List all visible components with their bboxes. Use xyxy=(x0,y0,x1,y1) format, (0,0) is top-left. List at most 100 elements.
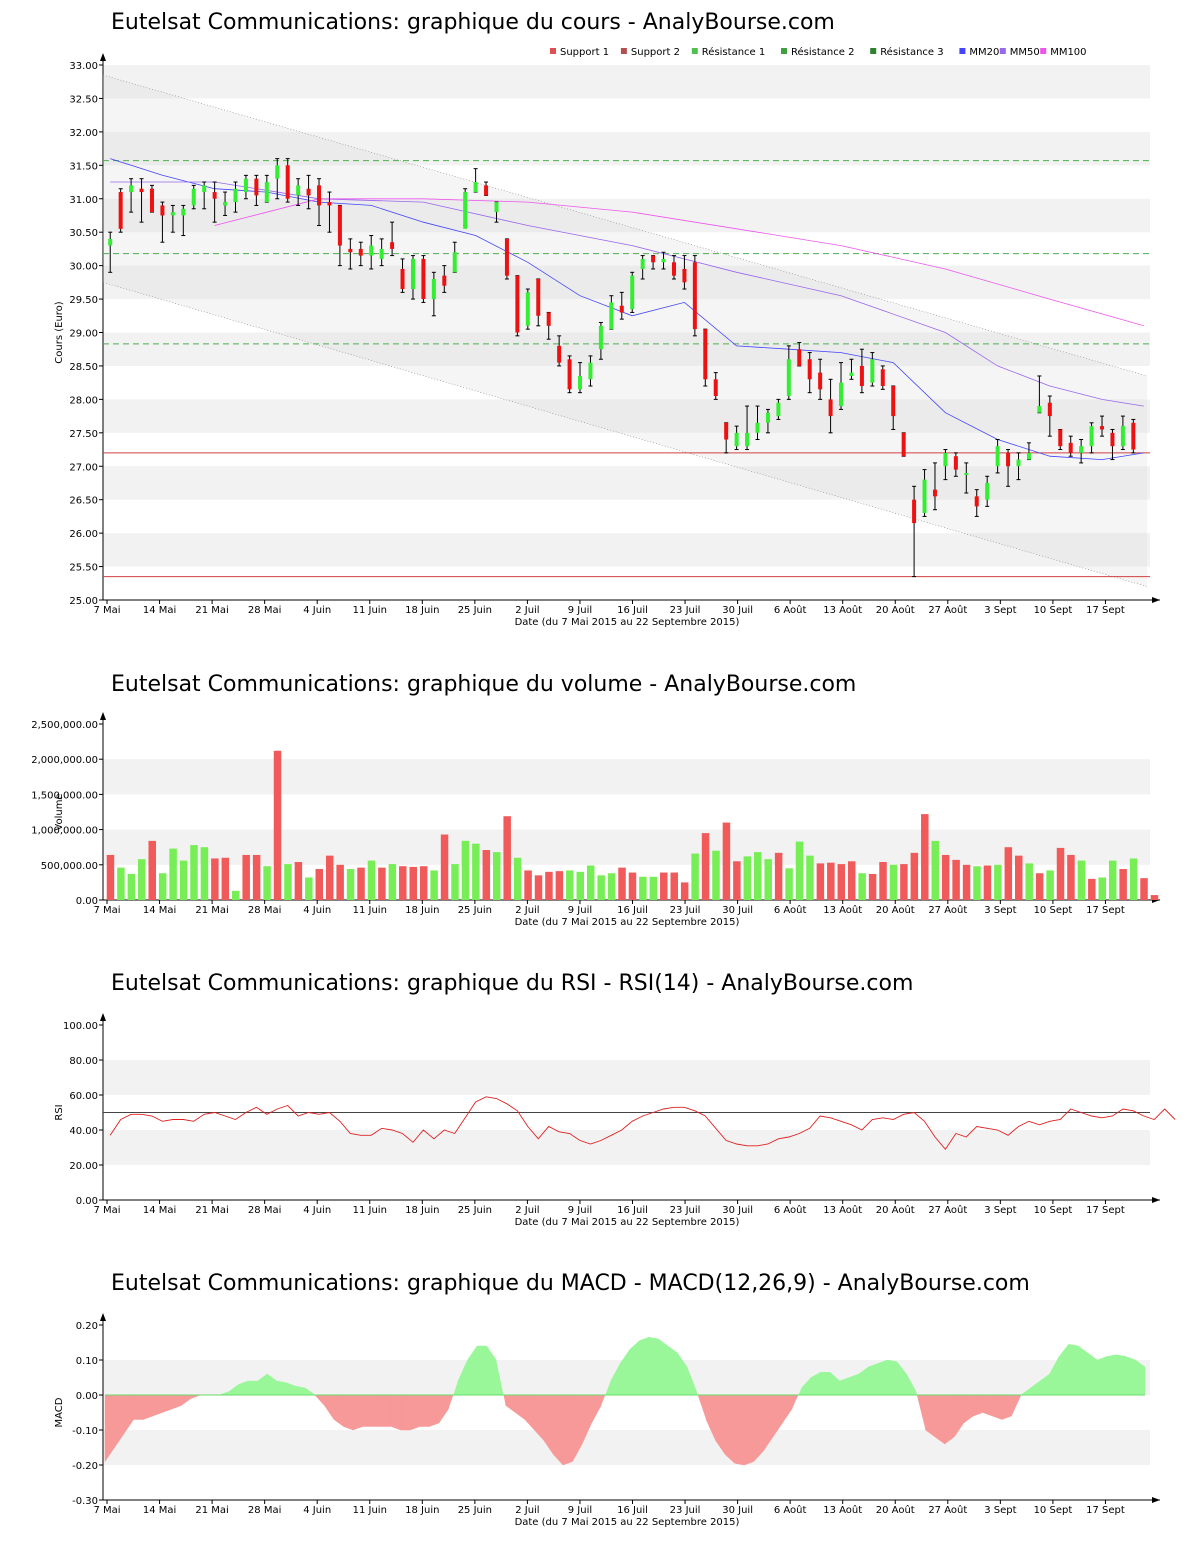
x-tick-label: 14 Mai xyxy=(143,605,176,616)
candle-body xyxy=(651,255,656,263)
volume-bar xyxy=(1098,877,1107,900)
volume-bar xyxy=(242,854,250,900)
x-tick-label: 27 Août xyxy=(928,1504,967,1516)
candle-body xyxy=(765,412,770,423)
volume-bar xyxy=(879,861,887,900)
x-axis-label: Date (du 7 Mai 2015 au 22 Septembre 2015… xyxy=(515,1517,740,1528)
x-tick-label: 7 Mai xyxy=(93,605,120,616)
x-tick-label: 3 Sept xyxy=(984,1205,1016,1216)
x-tick-label: 11 Juin xyxy=(353,605,387,616)
y-tick-label: 0.00 xyxy=(76,1196,98,1207)
legend-label: Support 2 xyxy=(631,47,680,58)
volume-bar xyxy=(325,855,334,900)
y-tick-label: 500,000.00 xyxy=(41,861,98,872)
x-tick-label: 25 Juin xyxy=(458,605,492,616)
macd-positive-area xyxy=(1087,1352,1098,1396)
x-tick-label: 9 Juil xyxy=(568,605,592,616)
macd-positive-area xyxy=(276,1380,287,1396)
candle-body xyxy=(985,482,990,500)
macd-negative-area xyxy=(562,1394,573,1466)
candle-body xyxy=(317,185,322,206)
x-tick-label: 3 Sept xyxy=(984,905,1016,916)
macd-positive-area xyxy=(677,1352,688,1396)
macd-negative-area xyxy=(333,1394,344,1427)
x-tick-label: 21 Mai xyxy=(195,1505,228,1516)
volume-bar xyxy=(931,840,939,900)
macd-negative-area xyxy=(400,1394,411,1431)
volume-bar xyxy=(482,850,491,900)
macd-positive-area xyxy=(496,1360,504,1395)
volume-bar xyxy=(200,847,209,900)
y-tick-label: 0.20 xyxy=(76,1321,98,1332)
candle-body xyxy=(724,422,729,440)
macd-positive-area xyxy=(887,1359,898,1396)
volume-bar xyxy=(607,873,616,900)
volume-bar xyxy=(367,860,376,900)
candle-body xyxy=(932,489,937,497)
x-tick-label: 18 Juin xyxy=(405,1205,439,1216)
candle-body xyxy=(306,188,311,196)
volume-bar xyxy=(816,863,825,900)
candle-body xyxy=(233,188,238,203)
candle-body xyxy=(1131,422,1136,450)
x-tick-label: 2 Juil xyxy=(515,905,539,916)
volume-bar xyxy=(179,860,188,900)
volume-bar xyxy=(388,864,397,900)
legend-swatch xyxy=(781,48,787,54)
candle-body xyxy=(348,248,353,253)
x-tick-label: 2 Juil xyxy=(515,1505,539,1516)
x-tick-label: 7 Mai xyxy=(93,905,120,916)
y-tick-label: 2,000,000.00 xyxy=(31,755,98,766)
volume-bar xyxy=(315,869,324,900)
volume-bar xyxy=(503,816,511,900)
x-tick-label: 2 Juil xyxy=(515,605,539,616)
volume-bar xyxy=(273,750,282,900)
volume-bar xyxy=(566,870,574,900)
macd-negative-area xyxy=(503,1395,506,1406)
volume-bar xyxy=(712,850,720,900)
volume-bar xyxy=(117,867,125,900)
macd-negative-area xyxy=(925,1394,936,1438)
candle-body xyxy=(974,496,979,507)
macd-negative-area xyxy=(791,1395,799,1409)
candle-body xyxy=(160,205,165,216)
legend-label: MM100 xyxy=(1050,47,1086,58)
volume-bar xyxy=(733,861,741,900)
volume-bar xyxy=(1119,869,1127,900)
x-axis-label: Date (du 7 Mai 2015 au 22 Septembre 2015… xyxy=(515,1217,740,1228)
volume-bar xyxy=(524,870,532,900)
x-tick-label: 6 Août xyxy=(774,1204,807,1216)
volume-bar xyxy=(440,834,449,900)
volume-bar xyxy=(419,866,428,900)
x-tick-label: 2 Juil xyxy=(515,1205,539,1216)
grid-band xyxy=(103,65,1150,99)
x-tick-label: 25 Juin xyxy=(458,1205,492,1216)
volume-bar xyxy=(806,855,814,900)
macd-negative-area xyxy=(963,1394,974,1424)
macd-positive-area xyxy=(486,1345,497,1396)
candle-body xyxy=(745,432,750,447)
macd-negative-area xyxy=(190,1394,201,1399)
candle-body xyxy=(149,188,154,213)
candle-body xyxy=(296,185,301,196)
x-tick-label: 18 Juin xyxy=(405,1505,439,1516)
volume-bar xyxy=(586,865,595,900)
macd-negative-area xyxy=(753,1394,764,1463)
y-tick-label: 27.50 xyxy=(69,429,98,440)
x-tick-label: 27 Août xyxy=(928,1204,967,1216)
volume-bar xyxy=(649,876,658,900)
candle-body xyxy=(1058,429,1063,447)
macd-positive-area xyxy=(848,1373,860,1396)
candle-body xyxy=(452,252,457,273)
volume-bar xyxy=(211,858,219,900)
y-axis-arrow xyxy=(100,1013,106,1021)
macd-negative-area xyxy=(973,1394,984,1417)
macd-negative-area xyxy=(601,1395,606,1406)
macd-positive-area xyxy=(605,1381,611,1395)
x-tick-label: 21 Mai xyxy=(195,905,228,916)
candle-body xyxy=(588,362,593,380)
candle-body xyxy=(839,382,844,407)
x-tick-label: 16 Juil xyxy=(617,1205,648,1216)
candle-body xyxy=(797,349,802,366)
